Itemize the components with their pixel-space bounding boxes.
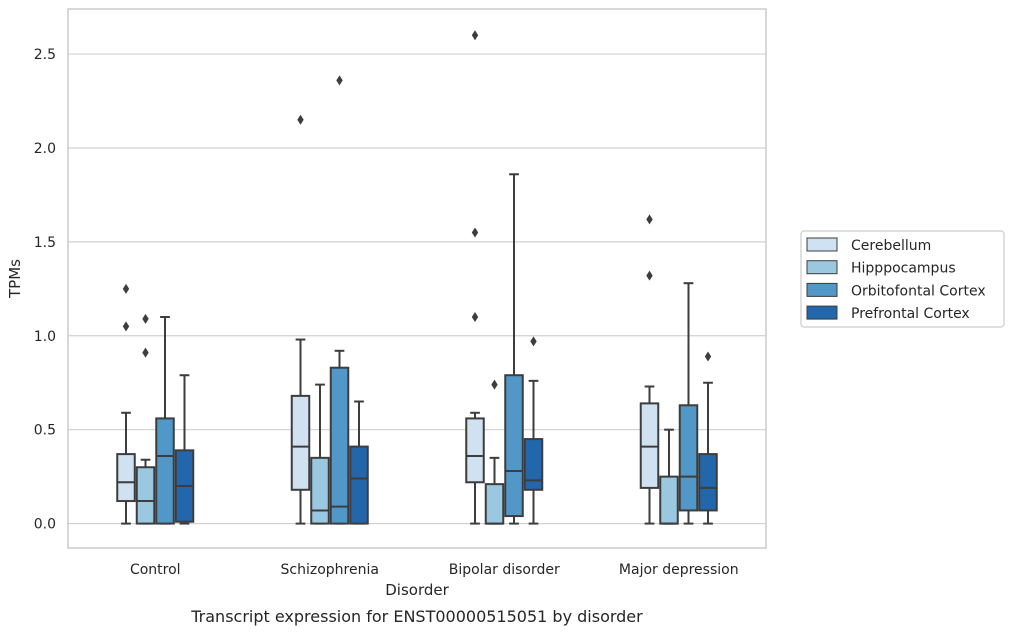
y-tick-label: 0.5 [34,423,56,439]
y-axis-label: TPMs [6,259,24,299]
outlier-point [142,347,149,358]
legend: Cerebellum Hipppocampus Orbitofontal Corte… [800,230,1005,328]
x-tick-label: Schizophrenia [281,562,379,578]
outlier-point [142,313,149,324]
legend-swatch [806,237,838,252]
box-iqr [523,438,544,491]
box-iqr [310,456,330,525]
y-tick-label: 1.0 [34,329,56,345]
box-cerebellum [290,114,311,525]
box-prefrontal-cortex [698,351,718,525]
box-iqr [329,366,350,525]
box-iqr [290,394,311,491]
box-prefrontal-cortex [174,374,195,525]
boxes [116,30,718,525]
box-orbitofontal-cortex [329,75,350,525]
box-iqr [349,445,369,525]
outlier-point [336,75,343,86]
box-hipppocampus [659,428,679,525]
outlier-point [471,30,479,41]
box-prefrontal-cortex [523,336,544,525]
legend-label: Orbitofontal Cortex [851,283,986,299]
outlier-point [646,270,653,281]
box-cerebellum [116,283,136,525]
x-tick-label: Control [130,562,181,578]
box-iqr [155,417,175,525]
legend-swatch [806,305,838,320]
box-iqr [698,453,718,512]
legend-label: Hipppocampus [851,261,956,277]
y-tick-label: 0.0 [34,517,56,533]
y-tick-label: 1.5 [34,235,56,251]
outlier-point [122,283,130,294]
outlier-point [471,312,479,322]
legend-frame [800,230,1005,328]
box-iqr [504,374,524,518]
box-orbitofontal-cortex [504,173,524,525]
box-prefrontal-cortex [349,400,369,525]
outlier-point [471,227,479,238]
box-hipppocampus [135,313,156,525]
outlier-point [646,214,653,225]
box-iqr [465,417,485,484]
y-tick-label: 2.0 [34,141,56,157]
x-axis-label: Disorder [385,581,449,599]
outlier-point [491,379,498,390]
y-axis-ticks: 0.0 0.5 1.0 1.5 2.0 2.5 [34,47,56,533]
outlier-point [297,114,304,125]
box-iqr [659,475,679,525]
legend-label: Prefrontal Cortex [851,306,970,322]
legend-label: Cerebellum [851,238,931,254]
outlier-point [704,351,712,362]
box-orbitofontal-cortex [155,316,175,525]
box-iqr [484,483,505,525]
chart-caption: Transcript expression for ENST0000051505… [190,607,643,626]
box-iqr [135,466,156,525]
y-tick-label: 2.5 [34,47,56,63]
x-tick-label: Major depression [619,562,739,578]
legend-swatch [806,260,838,275]
box-hipppocampus [310,383,330,525]
x-tick-label: Bipolar disorder [449,562,560,578]
x-axis-ticks: Control Schizophrenia Bipolar disorder Majo… [130,562,739,578]
box-cerebellum [465,30,485,525]
box-cerebellum [639,214,660,525]
outlier-point [122,321,130,332]
box-iqr [678,404,699,512]
box-orbitofontal-cortex [678,282,699,525]
outlier-point [530,336,537,347]
box-hipppocampus [484,379,505,525]
legend-swatch [806,282,838,297]
box-iqr [116,453,136,503]
